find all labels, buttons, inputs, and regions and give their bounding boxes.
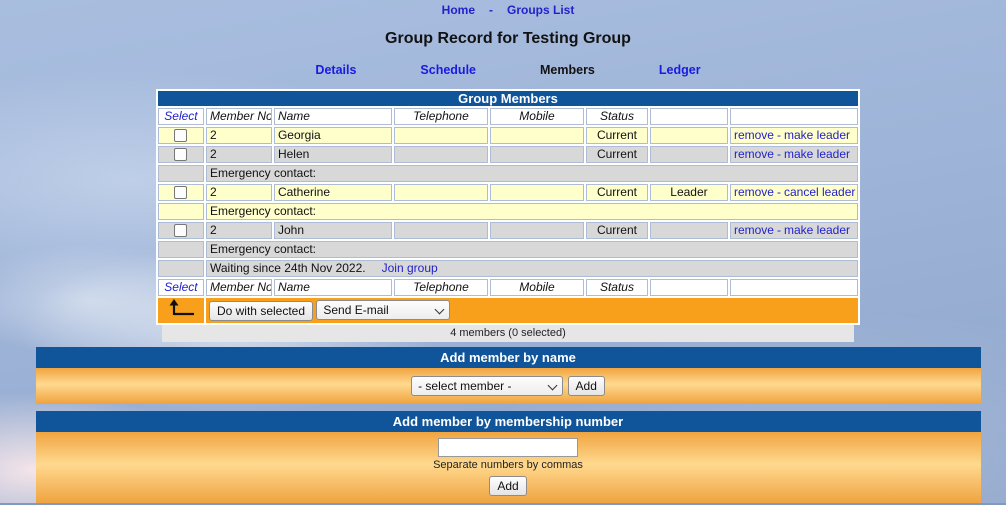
- add-by-number-header: Add member by membership number: [35, 411, 981, 432]
- member-no: 2: [205, 222, 272, 239]
- make-leader-link[interactable]: make leader: [783, 223, 851, 237]
- member-select-checkbox[interactable]: [174, 129, 188, 143]
- member-status: Current: [585, 222, 648, 239]
- emergency-contact-row: Emergency contact:: [157, 241, 859, 258]
- member-status: Current: [585, 184, 648, 201]
- member-role: Leader: [649, 184, 728, 201]
- col-mobile: Mobile: [489, 279, 584, 296]
- link-separator: -: [776, 185, 781, 199]
- member-row-georgia: 2 Georgia Current remove - make leader: [157, 127, 859, 144]
- member-telephone: [393, 146, 488, 163]
- member-no: 2: [205, 184, 272, 201]
- col-actions: [729, 279, 859, 296]
- tab-bar: Details Schedule Members Ledger: [5, 63, 1006, 77]
- applies-to-rows-above-arrow-icon: [166, 299, 196, 319]
- membership-number-input[interactable]: [438, 438, 578, 457]
- col-actions: [729, 108, 859, 125]
- tab-members[interactable]: Members: [540, 63, 595, 77]
- page-title: Group Record for Testing Group: [385, 30, 631, 47]
- join-group-link[interactable]: Join group: [381, 261, 438, 275]
- waiting-row: Waiting since 24th Nov 2022. Join group: [157, 260, 859, 277]
- member-name: Helen: [273, 146, 392, 163]
- emergency-contact-text: Emergency contact:: [205, 241, 859, 258]
- add-by-name-header: Add member by name: [35, 347, 981, 368]
- member-name: Georgia: [273, 127, 392, 144]
- link-separator: -: [776, 128, 781, 142]
- nav-separator: -: [489, 3, 493, 17]
- add-member-by-number-section: Add member by membership number Separate…: [35, 411, 981, 504]
- remove-link[interactable]: remove: [733, 185, 774, 199]
- member-telephone: [393, 127, 488, 144]
- emergency-contact-row: Emergency contact:: [157, 203, 859, 220]
- table-footer-header-row: Select Member No. Name Telephone Mobile …: [157, 279, 859, 296]
- member-no: 2: [205, 146, 272, 163]
- make-leader-link[interactable]: make leader: [783, 128, 851, 142]
- member-row-catherine: 2 Catherine Current Leader remove - cancel…: [157, 184, 859, 201]
- member-mobile: [489, 127, 584, 144]
- table-title: Group Members: [157, 91, 859, 106]
- home-link[interactable]: Home: [441, 3, 475, 17]
- col-member-no: Member No.: [205, 279, 272, 296]
- member-telephone: [393, 184, 488, 201]
- link-separator: -: [776, 223, 781, 237]
- make-leader-link[interactable]: make leader: [783, 147, 851, 161]
- member-role: [649, 127, 728, 144]
- member-select-checkbox[interactable]: [174, 148, 188, 162]
- cancel-leader-link[interactable]: cancel leader: [783, 185, 856, 199]
- add-by-name-button[interactable]: Add: [567, 376, 605, 396]
- emergency-contact-text: Emergency contact:: [205, 165, 859, 182]
- do-with-selected-button[interactable]: Do with selected: [208, 300, 314, 321]
- member-mobile: [489, 184, 584, 201]
- col-member-no: Member No.: [205, 108, 272, 125]
- member-role: [649, 222, 728, 239]
- group-members-table: Group Members Select Member No. Name Tel…: [155, 89, 861, 325]
- member-count-summary: 4 members (0 selected): [162, 325, 854, 342]
- emergency-contact-row: Emergency contact:: [157, 165, 859, 182]
- add-by-number-button[interactable]: Add: [489, 476, 527, 496]
- tab-details[interactable]: Details: [315, 63, 357, 77]
- link-separator: -: [776, 147, 781, 161]
- col-name: Name: [273, 108, 392, 125]
- col-telephone: Telephone: [393, 108, 488, 125]
- membership-number-hint: Separate numbers by commas: [433, 459, 583, 471]
- member-row-helen: 2 Helen Current remove - make leader: [157, 146, 859, 163]
- emergency-contact-text: Emergency contact:: [205, 203, 859, 220]
- tab-schedule[interactable]: Schedule: [420, 63, 476, 77]
- select-all-link[interactable]: Select: [164, 109, 198, 123]
- waiting-text: Waiting since 24th Nov 2022.: [209, 261, 366, 275]
- member-status: Current: [585, 146, 648, 163]
- member-status: Current: [585, 127, 648, 144]
- col-telephone: Telephone: [393, 279, 488, 296]
- select-all-link[interactable]: Select: [164, 280, 198, 294]
- member-telephone: [393, 222, 488, 239]
- groups-list-link[interactable]: Groups List: [507, 3, 575, 17]
- col-leader: [649, 108, 728, 125]
- member-name: John: [273, 222, 392, 239]
- remove-link[interactable]: remove: [733, 147, 774, 161]
- tab-ledger[interactable]: Ledger: [658, 63, 701, 77]
- col-status: Status: [585, 108, 648, 125]
- table-header-row: Select Member No. Name Telephone Mobile …: [157, 108, 859, 125]
- col-mobile: Mobile: [489, 108, 584, 125]
- action-bar-row: Do with selected Send E-mail: [157, 298, 859, 323]
- member-select-dropdown[interactable]: - select member -: [411, 376, 564, 396]
- member-select-checkbox[interactable]: [174, 186, 188, 200]
- col-status: Status: [585, 279, 648, 296]
- add-member-by-name-section: Add member by name - select member - Add: [35, 347, 981, 404]
- bulk-action-select[interactable]: Send E-mail: [316, 300, 451, 321]
- col-name: Name: [273, 279, 392, 296]
- member-no: 2: [205, 127, 272, 144]
- member-name: Catherine: [273, 184, 392, 201]
- member-mobile: [489, 222, 584, 239]
- member-row-john: 2 John Current remove - make leader: [157, 222, 859, 239]
- member-select-checkbox[interactable]: [174, 224, 188, 238]
- breadcrumb: Home - Groups List: [5, 0, 1006, 17]
- member-mobile: [489, 146, 584, 163]
- remove-link[interactable]: remove: [733, 223, 774, 237]
- member-role: [649, 146, 728, 163]
- remove-link[interactable]: remove: [733, 128, 774, 142]
- bottom-edge: [0, 503, 1006, 505]
- col-leader: [649, 279, 728, 296]
